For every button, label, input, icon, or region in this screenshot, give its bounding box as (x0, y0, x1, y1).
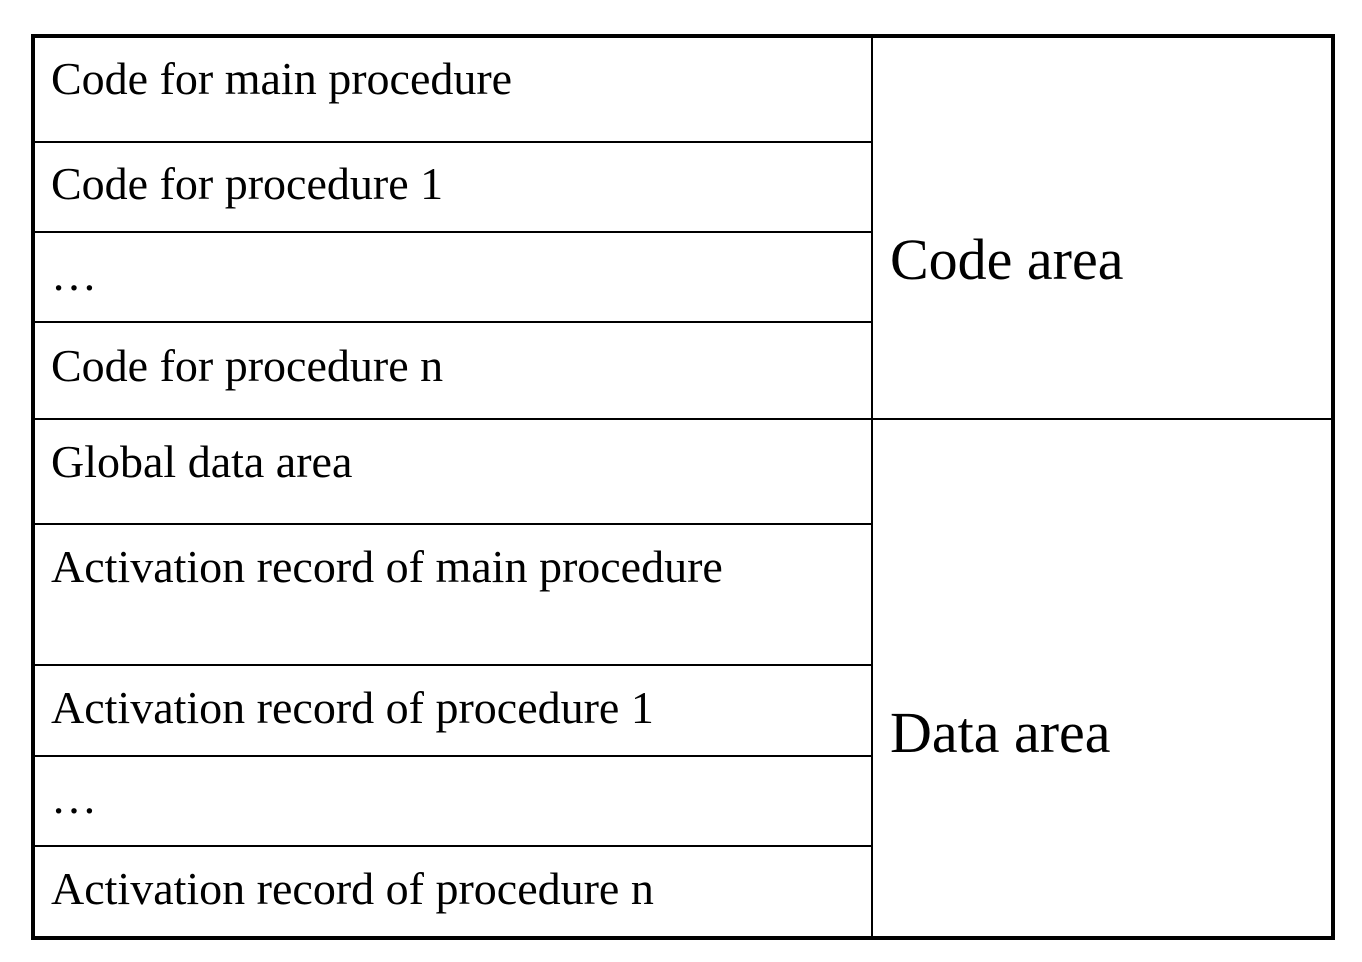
data-row-global: Global data area (51, 436, 353, 487)
row-divider (35, 321, 872, 323)
code-area-label: Code area (890, 227, 1124, 292)
outer-frame (31, 34, 1335, 940)
data-area-label: Data area (890, 700, 1111, 765)
row-divider (35, 664, 872, 666)
row-divider (35, 523, 872, 525)
area-divider (35, 418, 1331, 420)
row-divider (35, 141, 872, 143)
row-divider (35, 755, 872, 757)
code-row-main: Code for main procedure (51, 53, 513, 104)
column-divider (871, 36, 873, 938)
data-row-activation-main: Activation record of main procedure (51, 541, 723, 592)
data-row-ellipsis: … (51, 772, 97, 823)
row-divider (35, 845, 872, 847)
code-row-procedure-1: Code for procedure 1 (51, 158, 444, 209)
data-row-activation-procedure-1: Activation record of procedure 1 (51, 682, 654, 733)
code-row-ellipsis: … (51, 249, 97, 300)
code-row-procedure-n: Code for procedure n (51, 340, 444, 391)
row-divider (35, 231, 872, 233)
data-row-activation-procedure-n: Activation record of procedure n (51, 863, 654, 914)
